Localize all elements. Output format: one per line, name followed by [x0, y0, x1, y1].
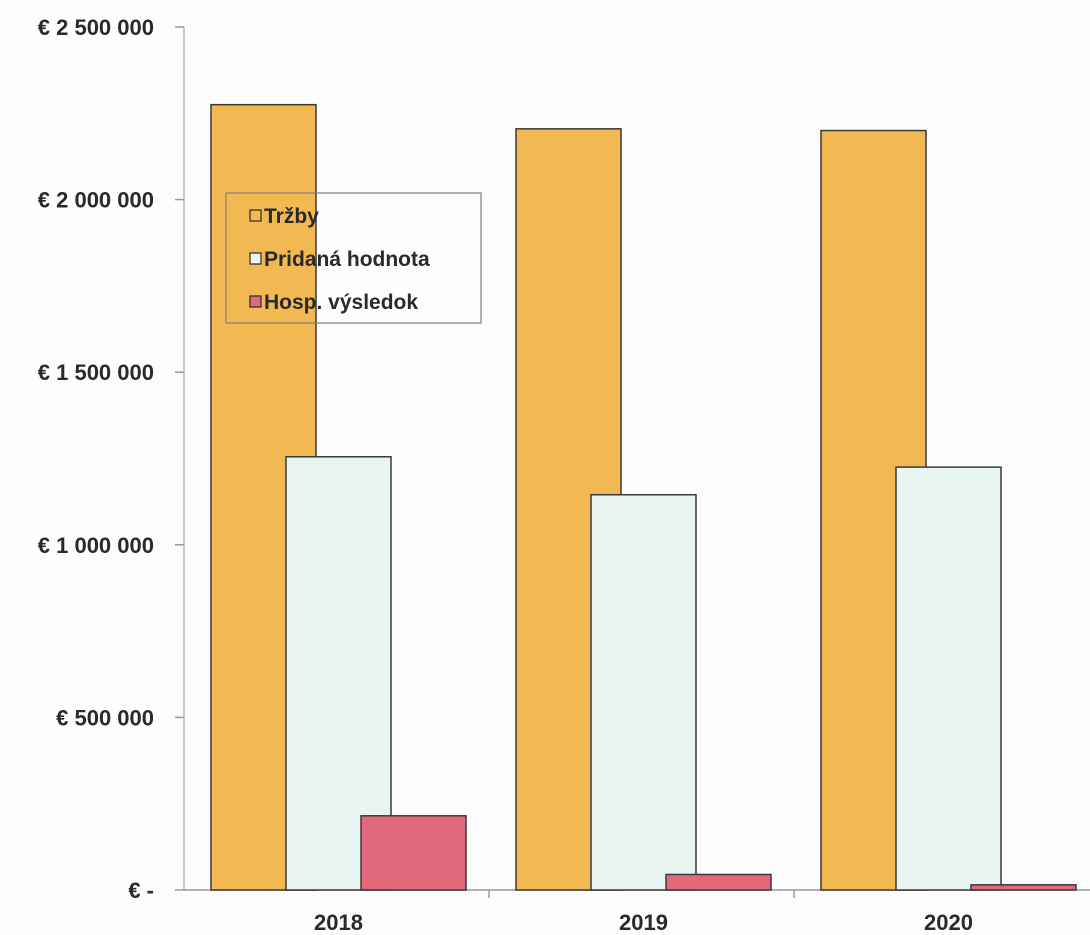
x-tick-label: 2018	[314, 910, 363, 935]
legend-entry: Tržby	[264, 205, 319, 228]
y-tick-label: € 1 500 000	[38, 360, 154, 385]
bar-2018-series-2	[285, 456, 392, 891]
legend-swatch	[249, 209, 262, 222]
legend-entry: Pridaná hodnota	[264, 248, 430, 271]
x-tick-label: 2020	[924, 910, 973, 935]
legend: Tržby Pridaná hodnota Hosp. výsledok	[225, 192, 482, 324]
bar-2019-series-3	[665, 873, 772, 891]
y-tick-label: € -	[128, 878, 154, 903]
bar-2019-series-2	[590, 493, 697, 891]
legend-swatch	[249, 252, 262, 265]
y-tick-label: € 500 000	[56, 705, 154, 730]
legend-box	[225, 192, 482, 324]
y-tick-label: € 1 000 000	[38, 533, 154, 558]
bar-2018-series-3	[360, 815, 467, 891]
legend-swatch	[249, 295, 262, 308]
bars	[210, 103, 1077, 891]
y-tick-label: € 2 500 000	[38, 15, 154, 40]
y-tick-label: € 2 000 000	[38, 188, 154, 213]
bar-2020-series-2	[895, 466, 1002, 891]
bar-2020-series-3	[970, 884, 1077, 891]
legend-entry: Hosp. výsledok	[264, 291, 418, 314]
x-tick-label: 2019	[619, 910, 668, 935]
tick-labels: € - € 500 000 € 1 000 000 € 1 500 000 € 2 00…	[38, 15, 973, 935]
